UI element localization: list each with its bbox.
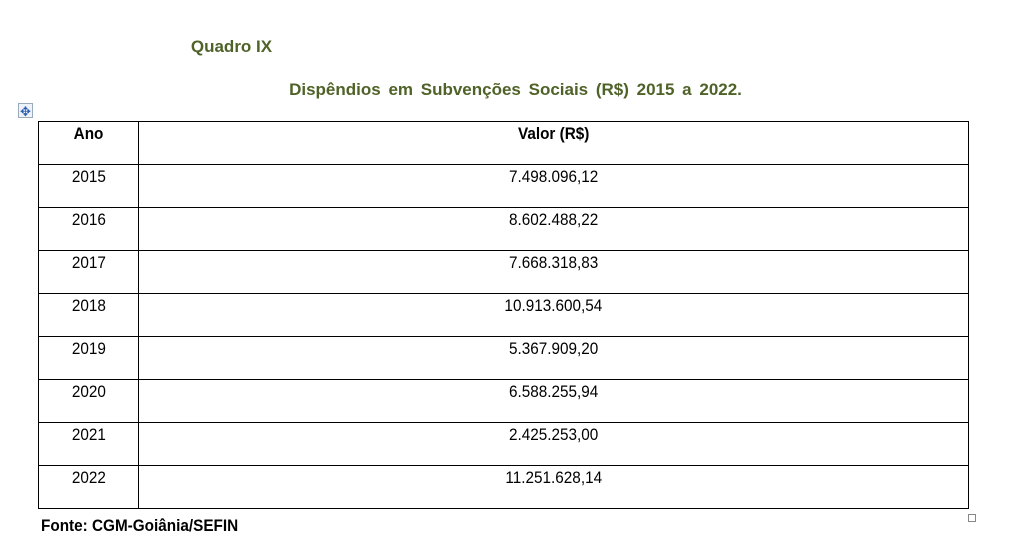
table-resize-handle[interactable]: [968, 514, 976, 522]
cell-value: 10.913.600,54: [138, 293, 969, 337]
cell-value: 7.668.318,83: [138, 250, 969, 294]
data-table: Ano Valor (R$) 2015 7.498.096,12 2016 8.6…: [38, 121, 969, 509]
cell-year: 2022: [38, 465, 139, 509]
cell-value: 7.498.096,12: [138, 164, 969, 208]
table-move-handle-icon[interactable]: ✥: [18, 103, 33, 119]
cell-year: 2020: [38, 379, 139, 423]
cell-value: 8.602.488,22: [138, 207, 969, 251]
source-note: Fonte: CGM-Goiânia/SEFIN: [41, 516, 239, 535]
cell-year: 2017: [38, 250, 139, 294]
cell-year: 2015: [38, 164, 139, 208]
cell-year: 2021: [38, 422, 139, 466]
table-header-row: Ano Valor (R$): [38, 121, 969, 165]
table-row: 2021 2.425.253,00: [38, 422, 969, 466]
cell-value: 6.588.255,94: [138, 379, 969, 423]
table-row: 2018 10.913.600,54: [38, 293, 969, 337]
cell-year: 2018: [38, 293, 139, 337]
table-row: 2016 8.602.488,22: [38, 207, 969, 251]
cell-value: 5.367.909,20: [138, 336, 969, 380]
header-ano: Ano: [38, 121, 139, 165]
table-row: 2015 7.498.096,12: [38, 164, 969, 208]
table-row: 2022 11.251.628,14: [38, 465, 969, 509]
cell-value: 11.251.628,14: [138, 465, 969, 509]
header-valor: Valor (R$): [138, 121, 969, 165]
cell-year: 2019: [38, 336, 139, 380]
table-row: 2020 6.588.255,94: [38, 379, 969, 423]
cell-value: 2.425.253,00: [138, 422, 969, 466]
table-row: 2019 5.367.909,20: [38, 336, 969, 380]
cell-year: 2016: [38, 207, 139, 251]
table-subtitle: Dispêndios em Subvenções Sociais (R$) 20…: [289, 80, 742, 99]
table-row: 2017 7.668.318,83: [38, 250, 969, 294]
table-title: Quadro IX: [190, 37, 273, 56]
